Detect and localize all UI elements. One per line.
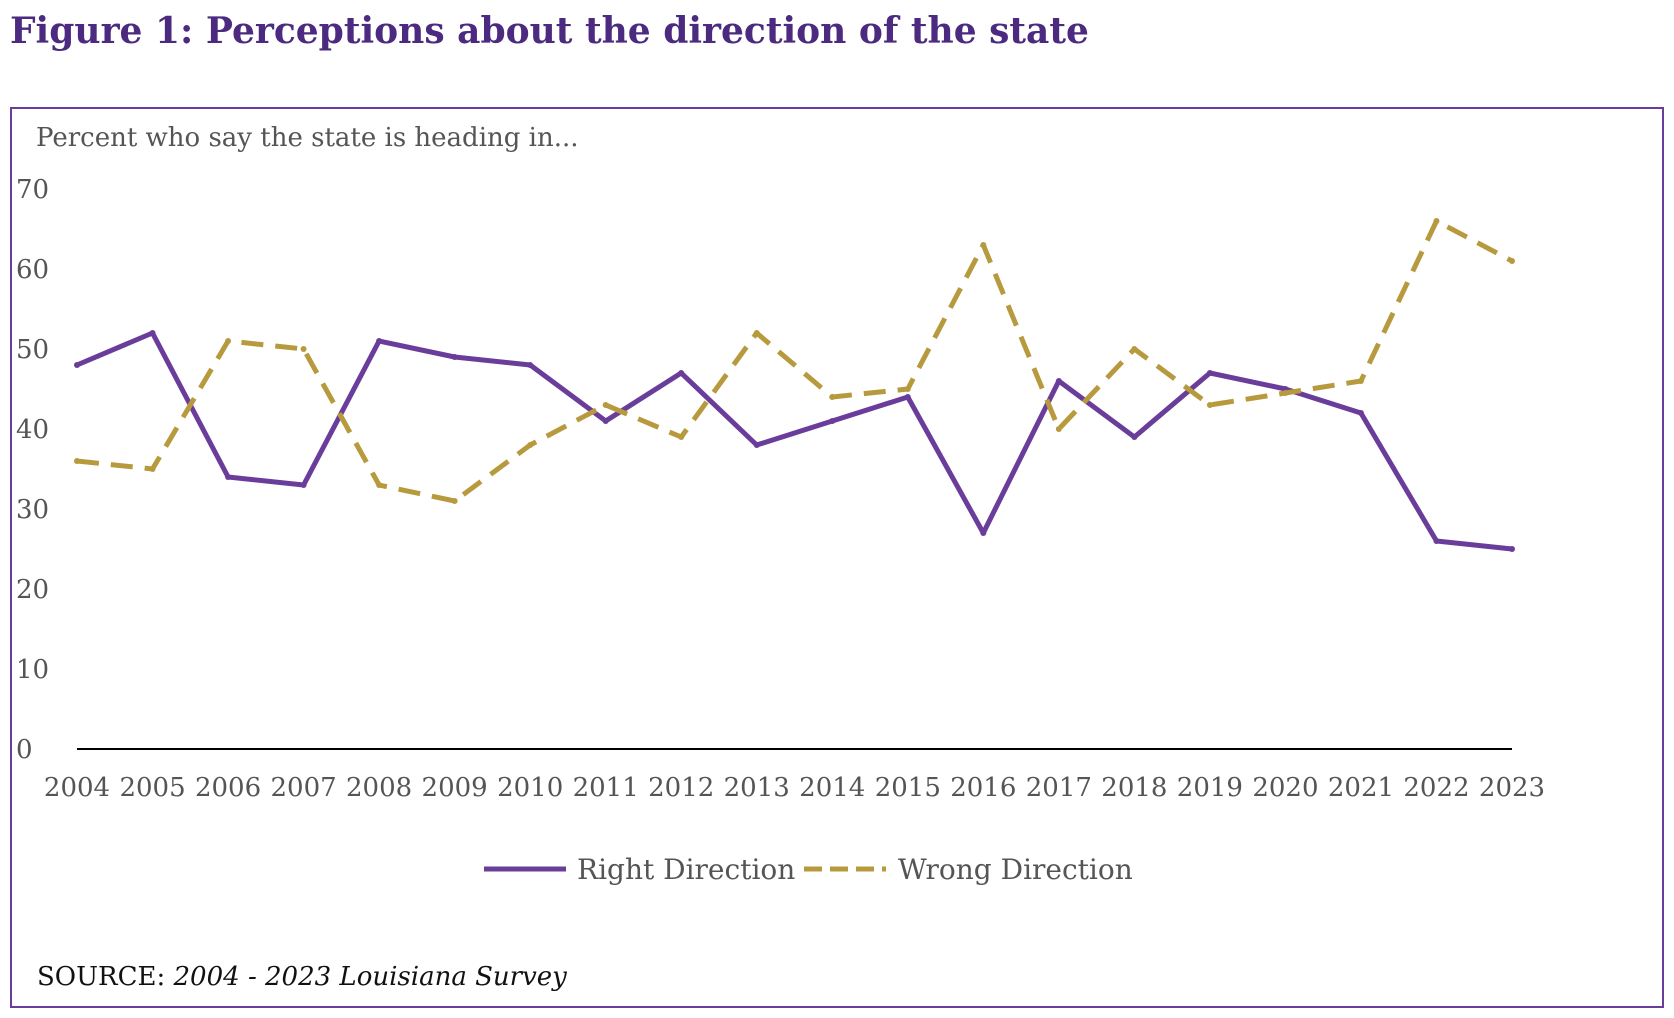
- y-tick-label: 0: [16, 735, 33, 765]
- data-point: [904, 386, 911, 392]
- source-note: SOURCE: 2004 - 2023 Louisiana Survey: [37, 962, 567, 992]
- data-point: [678, 370, 685, 376]
- source-text: 2004 - 2023 Louisiana Survey: [173, 962, 567, 992]
- x-tick-label: 2016: [950, 773, 1016, 803]
- data-point: [753, 442, 760, 448]
- data-point: [1357, 378, 1364, 384]
- data-point: [1206, 370, 1213, 376]
- line-chart: Percent who say the state is heading in.…: [16, 123, 1545, 886]
- source-label: SOURCE:: [37, 962, 174, 992]
- data-point: [376, 338, 383, 344]
- legend: Right Direction Wrong Direction: [484, 853, 1133, 886]
- series-line-right-direction: [74, 330, 1515, 552]
- x-tick-label: 2022: [1403, 773, 1469, 803]
- data-point: [904, 394, 911, 400]
- x-tick-label: 2020: [1252, 773, 1318, 803]
- data-point: [753, 330, 760, 336]
- data-point: [300, 346, 307, 352]
- data-point: [527, 362, 534, 368]
- x-tick-label: 2021: [1328, 773, 1394, 803]
- data-point: [1509, 546, 1515, 552]
- data-point: [376, 482, 383, 488]
- legend-label: Right Direction: [577, 853, 795, 886]
- data-point: [1433, 538, 1440, 544]
- x-tick-label: 2012: [648, 773, 714, 803]
- data-point: [300, 482, 307, 488]
- x-tick-label: 2018: [1101, 773, 1167, 803]
- x-tick-label: 2010: [497, 773, 563, 803]
- x-tick-label: 2004: [44, 773, 110, 803]
- x-tick-label: 2011: [573, 773, 639, 803]
- series-layer: [74, 218, 1515, 552]
- series-line-wrong-direction: [76, 218, 1514, 504]
- data-point: [451, 354, 458, 360]
- y-tick-label: 60: [16, 255, 49, 285]
- data-point: [1433, 218, 1440, 224]
- data-point: [149, 466, 156, 472]
- data-point: [1055, 426, 1062, 432]
- y-tick-label: 40: [16, 415, 49, 445]
- data-point: [74, 362, 80, 368]
- data-point: [829, 418, 836, 424]
- data-point: [678, 434, 685, 440]
- data-point: [980, 242, 987, 248]
- x-tick-label: 2023: [1479, 773, 1545, 803]
- data-point: [225, 474, 232, 480]
- data-point: [1509, 258, 1515, 264]
- x-tick-label: 2008: [346, 773, 412, 803]
- x-tick-label: 2013: [724, 773, 790, 803]
- x-tick-label: 2015: [875, 773, 941, 803]
- x-tick-label: 2007: [270, 773, 336, 803]
- x-tick-label: 2017: [1026, 773, 1092, 803]
- data-point: [1282, 390, 1289, 396]
- data-point: [980, 530, 987, 536]
- data-point: [451, 498, 458, 504]
- data-point: [527, 442, 534, 448]
- data-point: [1206, 402, 1213, 408]
- y-tick-label: 70: [16, 175, 49, 205]
- data-point: [602, 402, 609, 408]
- data-point: [149, 330, 156, 336]
- x-tick-label: 2014: [799, 773, 865, 803]
- chart-subtitle: Percent who say the state is heading in.…: [36, 123, 579, 153]
- x-tick-label: 2005: [119, 773, 185, 803]
- y-tick-label: 10: [16, 655, 49, 685]
- data-point: [1131, 434, 1138, 440]
- y-axis: 0 10 20 30 40 50 60 70: [16, 175, 49, 765]
- y-tick-label: 20: [16, 575, 49, 605]
- figure-title: Figure 1: Perceptions about the directio…: [10, 10, 1089, 52]
- y-tick-label: 50: [16, 335, 49, 365]
- y-tick-label: 30: [16, 495, 49, 525]
- legend-label: Wrong Direction: [898, 853, 1133, 886]
- data-point: [74, 458, 80, 464]
- data-point: [1131, 346, 1138, 352]
- data-point: [602, 418, 609, 424]
- x-tick-label: 2019: [1177, 773, 1243, 803]
- x-tick-label: 2009: [422, 773, 488, 803]
- data-point: [1055, 378, 1062, 384]
- x-tick-label: 2006: [195, 773, 261, 803]
- data-point: [829, 394, 836, 400]
- data-point: [1357, 410, 1364, 416]
- chart-frame: Percent who say the state is heading in.…: [10, 107, 1664, 1008]
- data-point: [225, 338, 232, 344]
- x-axis: 2004 2005 2006 2007 2008 2009 2010 2011 2012 2013…: [44, 773, 1545, 803]
